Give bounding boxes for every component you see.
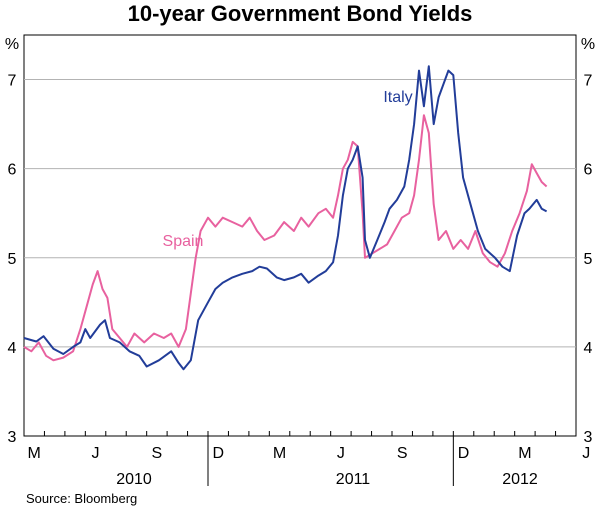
series-line-spain (23, 114, 548, 362)
italy-series-label: Italy (383, 89, 412, 106)
spain-series-label: Spain (163, 233, 204, 250)
x-tick-label: S (397, 445, 408, 462)
x-tick-label: J (337, 445, 345, 462)
x-tick-label: M (273, 445, 286, 462)
y-tick-label-left: 3 (8, 429, 17, 446)
x-tick-label: J (92, 445, 100, 462)
year-label-2011: 2011 (336, 471, 371, 488)
x-tick-label: S (152, 445, 163, 462)
x-tick-label: M (28, 445, 41, 462)
y-tick-labels: 3 3 4 4 5 5 6 6 7 7 (8, 73, 593, 446)
y-tick-label-left: 5 (8, 251, 17, 268)
y-axis-label-right: % (581, 36, 595, 53)
series-line-italy (23, 65, 548, 371)
y-tick-label-right: 4 (584, 340, 593, 357)
plot-frame (23, 34, 577, 437)
y-tick-label-left: 4 (8, 340, 17, 357)
series-lines (23, 65, 548, 371)
y-axis-label-left: % (5, 36, 19, 53)
y-tick-label-right: 3 (584, 429, 593, 446)
x-tick-label: J (582, 445, 590, 462)
y-tick-label-right: 7 (584, 73, 593, 90)
year-label-2010: 2010 (116, 471, 152, 488)
x-tick-label: D (212, 445, 224, 462)
y-tick-label-left: 7 (8, 73, 17, 90)
x-tick-label: M (518, 445, 531, 462)
source-note: Source: Bloomberg (26, 491, 137, 506)
chart-title: 10-year Government Bond Yields (128, 1, 473, 26)
x-tick-label: D (458, 445, 470, 462)
gridlines (24, 79, 576, 348)
year-label-2012: 2012 (502, 471, 538, 488)
y-tick-label-right: 5 (584, 251, 593, 268)
y-tick-label-right: 6 (584, 162, 593, 179)
y-tick-label-left: 6 (8, 162, 17, 179)
